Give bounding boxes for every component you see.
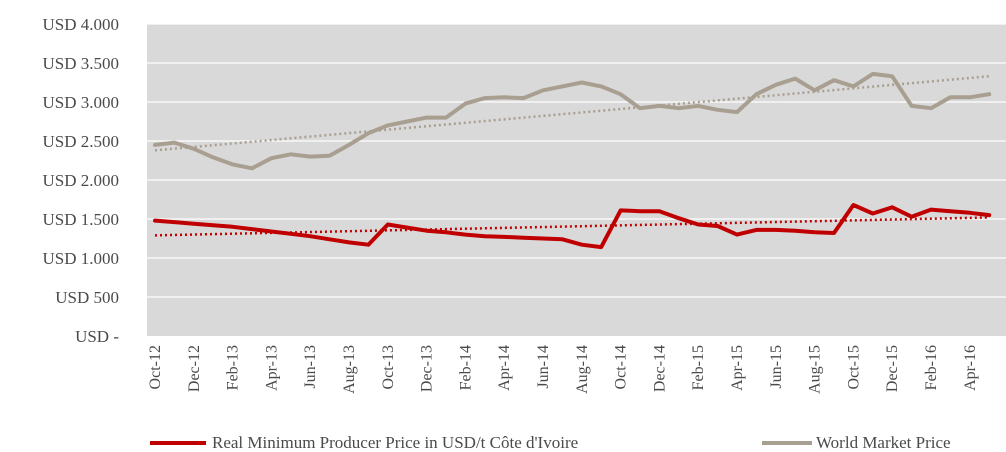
x-tick-label: Dec-13 [419,345,436,392]
x-tick-label: Jun-15 [768,345,785,389]
x-tick-label: Feb-14 [457,345,474,390]
y-tick-label: USD 3.000 [42,93,119,112]
x-tick-label: Jun-14 [535,345,552,389]
y-tick-label: USD - [75,327,119,346]
x-tick-label: Oct-12 [147,345,164,389]
x-tick-label: Apr-15 [729,345,746,391]
series-line-world-market-price [153,71,992,171]
x-tick-label: Jun-13 [302,345,319,389]
trendlines [154,75,990,237]
x-tick-label: Apr-14 [496,345,513,391]
y-tick-label: USD 500 [55,288,119,307]
series-lines [153,71,992,250]
y-tick-label: USD 2.000 [42,171,119,190]
x-tick-label: Dec-12 [186,345,203,392]
y-tick-label: USD 3.500 [42,54,119,73]
series-line-producer-price [153,203,992,250]
x-tick-label: Oct-13 [380,345,397,389]
x-axis: Oct-12 Dec-12 Feb-13 Apr-13 Jun-13 Aug-13 Oct-… [147,345,979,394]
x-tick-label: Oct-14 [613,345,630,389]
x-tick-label: Aug-13 [341,345,358,394]
legend-label-producer-price: Real Minimum Producer Price in USD/t Côt… [212,433,578,452]
trendline [154,216,990,237]
y-tick-label: USD 1.500 [42,210,119,229]
x-tick-label: Apr-13 [263,345,280,391]
y-tick-label: USD 1.000 [42,249,119,268]
x-tick-label: Aug-14 [574,345,591,394]
x-tick-label: Feb-15 [690,345,707,390]
x-tick-label: Oct-15 [845,345,862,389]
legend-label-world-market-price: World Market Price [816,433,951,452]
y-axis: USD - USD 500 USD 1.000 USD 1.500 USD 2.000 U… [42,15,119,346]
legend: Real Minimum Producer Price in USD/t Côt… [150,433,951,452]
x-tick-label: Feb-16 [923,345,940,390]
y-tick-label: USD 2.500 [42,132,119,151]
gridlines [147,23,1006,298]
x-tick-label: Dec-15 [884,345,901,392]
x-tick-label: Aug-15 [807,345,824,394]
x-tick-label: Apr-16 [962,345,979,391]
y-tick-label: USD 4.000 [42,15,119,34]
x-tick-label: Feb-13 [225,345,242,390]
x-tick-label: Dec-14 [651,345,668,392]
